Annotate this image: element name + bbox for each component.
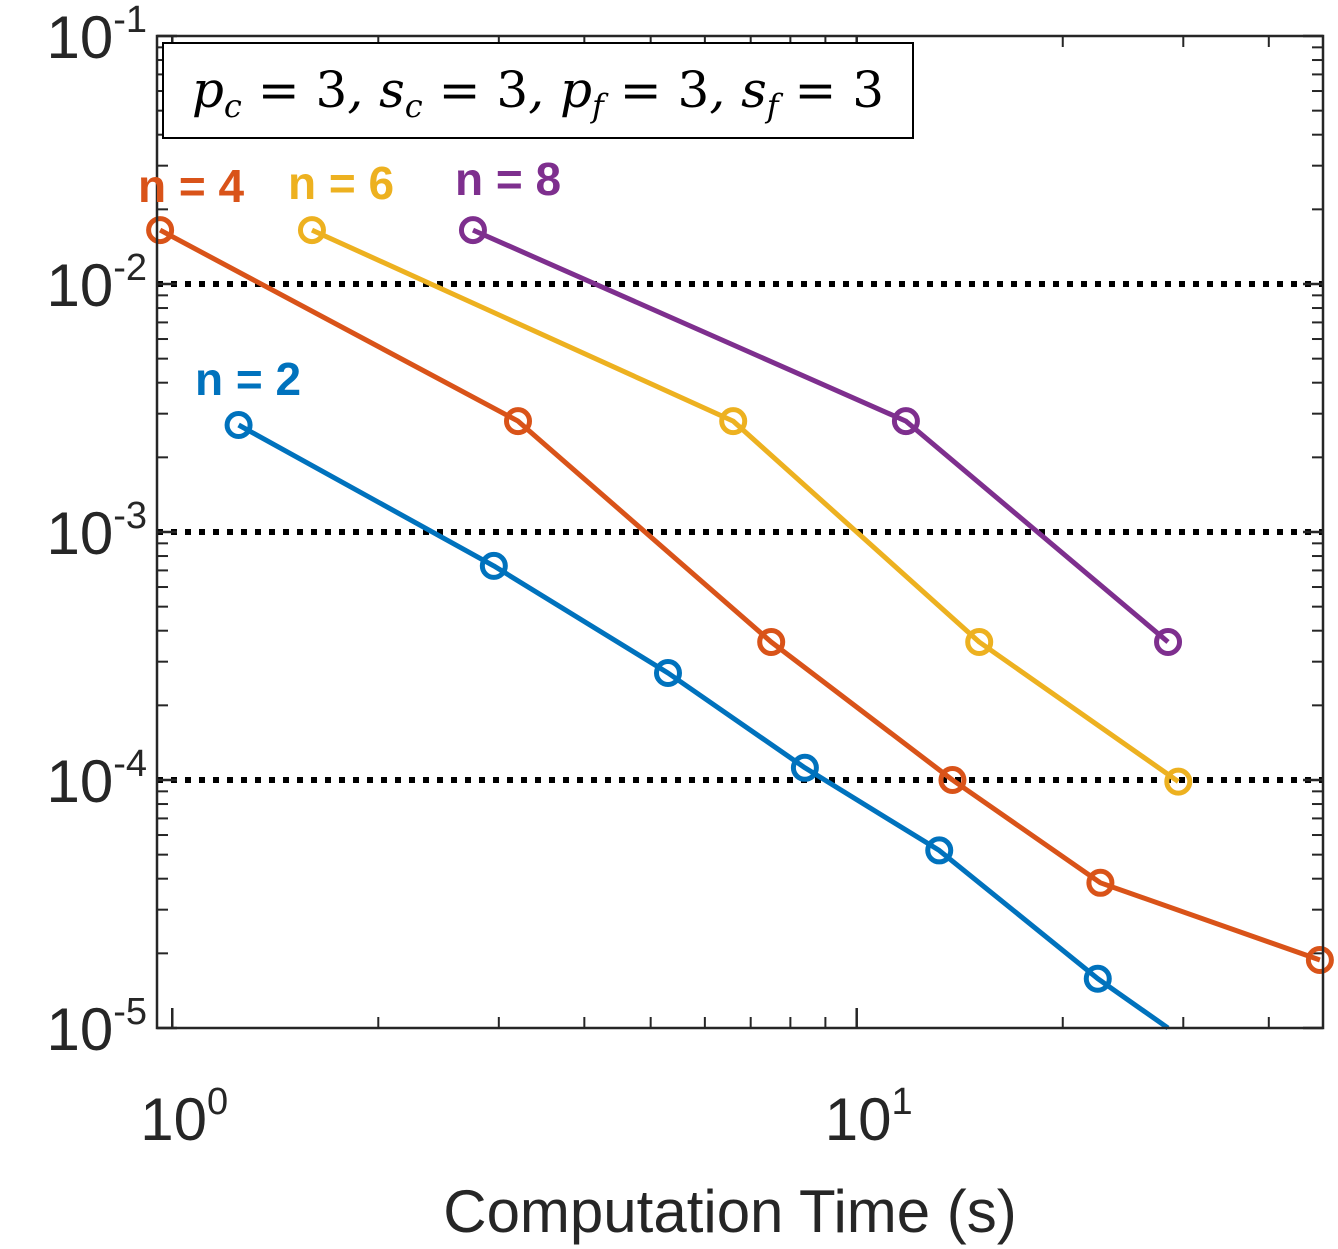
y-tick-label: 10-2	[46, 247, 147, 319]
data-point	[653, 659, 682, 688]
series-label-n6: n = 6	[288, 157, 394, 209]
data-point	[297, 216, 326, 245]
series-layer	[146, 216, 1334, 1031]
data-point	[790, 753, 819, 782]
reference-lines	[157, 281, 1323, 783]
data-point	[757, 628, 786, 657]
series-label-n4: n = 4	[138, 160, 245, 212]
y-tick-label: 10-3	[46, 495, 147, 567]
data-point	[938, 766, 967, 794]
data-point	[1086, 868, 1115, 897]
tick-labels: 10-1 10-2 10-3 10-4 10-5 100 101	[46, 0, 912, 1153]
legend-frame	[162, 42, 914, 139]
data-point	[504, 407, 533, 436]
data-point	[1154, 628, 1183, 657]
series-label-n2: n = 2	[195, 353, 301, 405]
y-tick-label: 10-1	[46, 0, 147, 71]
data-point	[719, 407, 748, 436]
data-point	[925, 836, 954, 865]
x-tick-label: 100	[140, 1081, 228, 1153]
data-point	[224, 411, 253, 440]
series-line	[471, 227, 1170, 644]
series-label-n8: n = 8	[455, 153, 561, 205]
series-n2	[224, 411, 1170, 1031]
data-point	[479, 551, 508, 580]
series-labels: n = 2 n = 4 n = 6 n = 8	[138, 153, 561, 405]
data-point	[1305, 946, 1334, 975]
data-point	[1083, 964, 1112, 993]
legend-annotation: pc = 3, sc = 3, pf = 3, sf = 3	[192, 61, 884, 125]
x-axis-title: Computation Time (s)	[443, 1178, 1017, 1245]
data-point	[1164, 767, 1193, 796]
data-point	[891, 407, 920, 436]
data-point	[965, 628, 994, 657]
series-n4	[146, 216, 1334, 975]
series-line	[158, 227, 1321, 963]
minor-ticks	[157, 36, 1323, 1028]
legend-box: pc = 3, sc = 3, pf = 3, sf = 3	[162, 42, 914, 139]
series-n8	[458, 216, 1183, 657]
data-point	[458, 216, 487, 245]
series-line	[310, 227, 1180, 784]
data-point	[146, 216, 175, 245]
series-line	[237, 422, 1170, 1031]
x-tick-label: 101	[825, 1081, 913, 1153]
series-n6	[297, 216, 1193, 796]
y-tick-label: 10-4	[46, 743, 147, 815]
y-tick-label: 10-5	[46, 991, 147, 1063]
